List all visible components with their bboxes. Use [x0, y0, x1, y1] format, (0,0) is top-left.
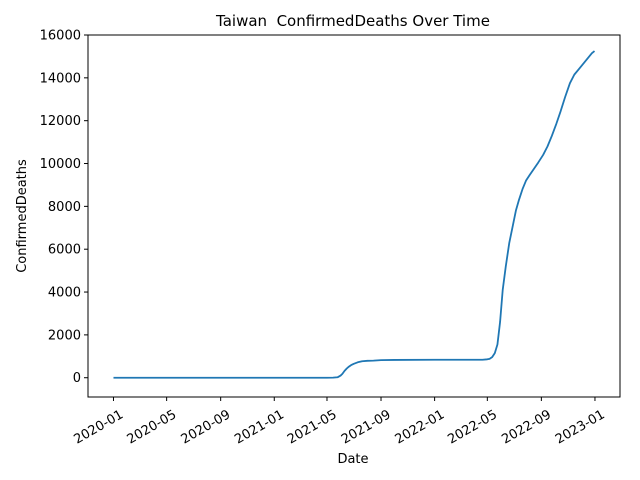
x-tick-label: 2022-09 [499, 407, 554, 447]
y-tick-label: 2000 [48, 328, 81, 343]
y-tick-label: 6000 [48, 243, 81, 258]
x-tick-label: 2021-09 [339, 407, 394, 447]
x-tick-label: 2020-09 [179, 407, 234, 447]
x-tick-label: 2022-01 [393, 407, 448, 447]
x-tick-label: 2021-01 [232, 407, 287, 447]
y-tick-label: 4000 [48, 286, 81, 301]
y-tick-label: 16000 [40, 29, 81, 44]
y-tick-label: 14000 [40, 71, 81, 86]
y-tick-label: 10000 [40, 157, 81, 172]
x-tick-label: 2020-05 [125, 407, 180, 447]
y-tick-label: 0 [73, 371, 81, 386]
x-axis-label: Date [337, 452, 368, 467]
plot-frame [87, 34, 621, 398]
x-tick-label: 2022-05 [445, 407, 500, 447]
x-tick-label: 2023-01 [553, 407, 608, 447]
y-tick-label: 8000 [48, 200, 81, 215]
y-axis-ticks: 0 2000 4000 6000 8000 10000 12000 14000 16000 [40, 29, 88, 386]
y-axis-label: ConfirmedDeaths [15, 159, 30, 273]
x-tick-label: 2021-05 [285, 407, 340, 447]
plot-area [113, 50, 596, 379]
series-line-0 [113, 50, 596, 379]
x-tick-label: 2020-01 [71, 407, 126, 447]
y-tick-label: 12000 [40, 114, 81, 129]
chart-title: Taiwan ConfirmedDeaths Over Time [215, 12, 490, 30]
